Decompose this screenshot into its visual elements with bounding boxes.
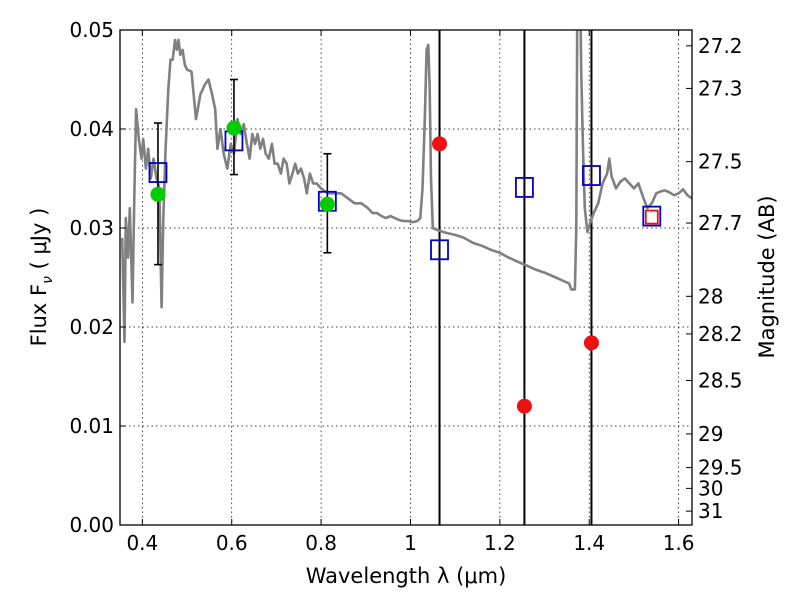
- y-tick-label: 0.02: [69, 315, 114, 339]
- green-circle-marker: [150, 186, 166, 202]
- mag-tick-label: 31: [698, 499, 723, 523]
- red-square-marker: [644, 209, 659, 225]
- y2-axis-label: Magnitude (AB): [755, 195, 779, 358]
- y-tick-label: 0.03: [69, 216, 114, 240]
- x-tick-label: 1: [404, 531, 417, 555]
- error-bars: [153, 78, 332, 266]
- y-axis-label: Flux Fν ( μJy ): [27, 208, 56, 347]
- y-tick-label: 0.05: [69, 18, 114, 42]
- x-tick-label: 1.6: [663, 531, 695, 555]
- grid-lines: [120, 29, 692, 526]
- red-circle-marker: [516, 398, 532, 414]
- tick-labels: 0.4 0.6 0.8 1 1.2 1.4 1.6 0.00 0.01 0.02 0.03 0.04 0…: [69, 18, 742, 555]
- x-tick-label: 1.2: [484, 531, 516, 555]
- blue-square-marker: [642, 205, 662, 227]
- x-axis-label: Wavelength λ (μm): [306, 564, 507, 588]
- mag-tick-label: 29: [698, 422, 723, 446]
- x-tick-label: 0.8: [305, 531, 337, 555]
- blue-square-marker: [148, 162, 168, 183]
- model-spectrum: [120, 30, 692, 344]
- y-tick-label: 0.00: [69, 513, 114, 537]
- filter-lines: [438, 30, 593, 525]
- x-tick-label: 0.4: [126, 531, 158, 555]
- red-circle-marker: [432, 136, 448, 152]
- mag-tick-label: 27.5: [698, 150, 743, 174]
- blue-square-marker: [515, 177, 534, 198]
- blue-square-marker: [430, 239, 449, 261]
- y-tick-label: 0.04: [69, 117, 114, 141]
- y-axis-label-main: Flux F: [27, 284, 51, 346]
- green-circle-marker: [226, 120, 242, 136]
- x-tick-label: 1.4: [573, 531, 605, 555]
- mag-tick-label: 30: [698, 476, 723, 500]
- green-circle-marker: [319, 196, 335, 212]
- red-circle-marker: [583, 335, 599, 351]
- y-axis-label-sub: ν: [40, 276, 56, 284]
- axis-ticks: [120, 29, 692, 526]
- y-axis-label-unit: ( μJy ): [27, 208, 51, 276]
- spectrum-line: [120, 30, 692, 344]
- mag-tick-label: 27.7: [698, 211, 743, 235]
- x-tick-label: 0.6: [216, 531, 248, 555]
- mag-tick-label: 27.3: [698, 76, 743, 100]
- markers: [148, 120, 662, 414]
- mag-tick-label: 28.5: [698, 368, 743, 392]
- mag-tick-label: 28.2: [698, 322, 743, 346]
- mag-tick-label: 27.2: [698, 34, 743, 58]
- mag-tick-label: 29.5: [698, 456, 743, 480]
- plot-frame: [119, 29, 693, 526]
- blue-square-marker: [582, 165, 601, 186]
- mag-tick-label: 28: [698, 284, 723, 308]
- y-tick-label: 0.01: [69, 414, 114, 438]
